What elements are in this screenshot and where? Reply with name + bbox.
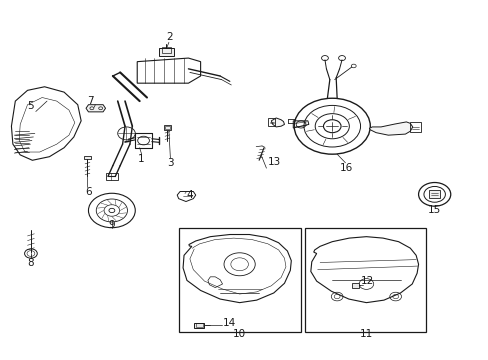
Text: 4: 4 <box>185 190 192 200</box>
Text: 6: 6 <box>85 187 92 197</box>
Bar <box>351 283 358 288</box>
Polygon shape <box>86 105 105 112</box>
Bar <box>267 118 275 126</box>
Text: 5: 5 <box>27 101 34 111</box>
Text: 3: 3 <box>167 158 173 168</box>
Polygon shape <box>368 122 412 135</box>
Polygon shape <box>271 118 284 127</box>
Text: 9: 9 <box>108 220 115 230</box>
Bar <box>164 126 170 129</box>
Bar <box>428 190 439 198</box>
Text: 2: 2 <box>166 32 173 42</box>
Bar <box>195 323 202 327</box>
Text: 7: 7 <box>87 96 94 107</box>
Bar <box>305 228 426 332</box>
Text: 11: 11 <box>359 329 372 339</box>
Text: 14: 14 <box>222 319 235 328</box>
Bar <box>161 47 171 53</box>
Text: 16: 16 <box>340 163 353 173</box>
Bar <box>409 122 420 132</box>
Bar <box>178 228 300 332</box>
Bar <box>83 156 91 159</box>
Bar <box>105 173 118 180</box>
Text: 12: 12 <box>360 276 373 286</box>
Bar <box>194 323 203 328</box>
Text: 15: 15 <box>427 205 440 215</box>
Bar <box>159 48 173 56</box>
Text: 1: 1 <box>138 154 144 164</box>
Text: 13: 13 <box>267 157 281 167</box>
Bar <box>163 126 171 130</box>
Text: 10: 10 <box>233 329 245 339</box>
Text: 8: 8 <box>27 258 34 268</box>
